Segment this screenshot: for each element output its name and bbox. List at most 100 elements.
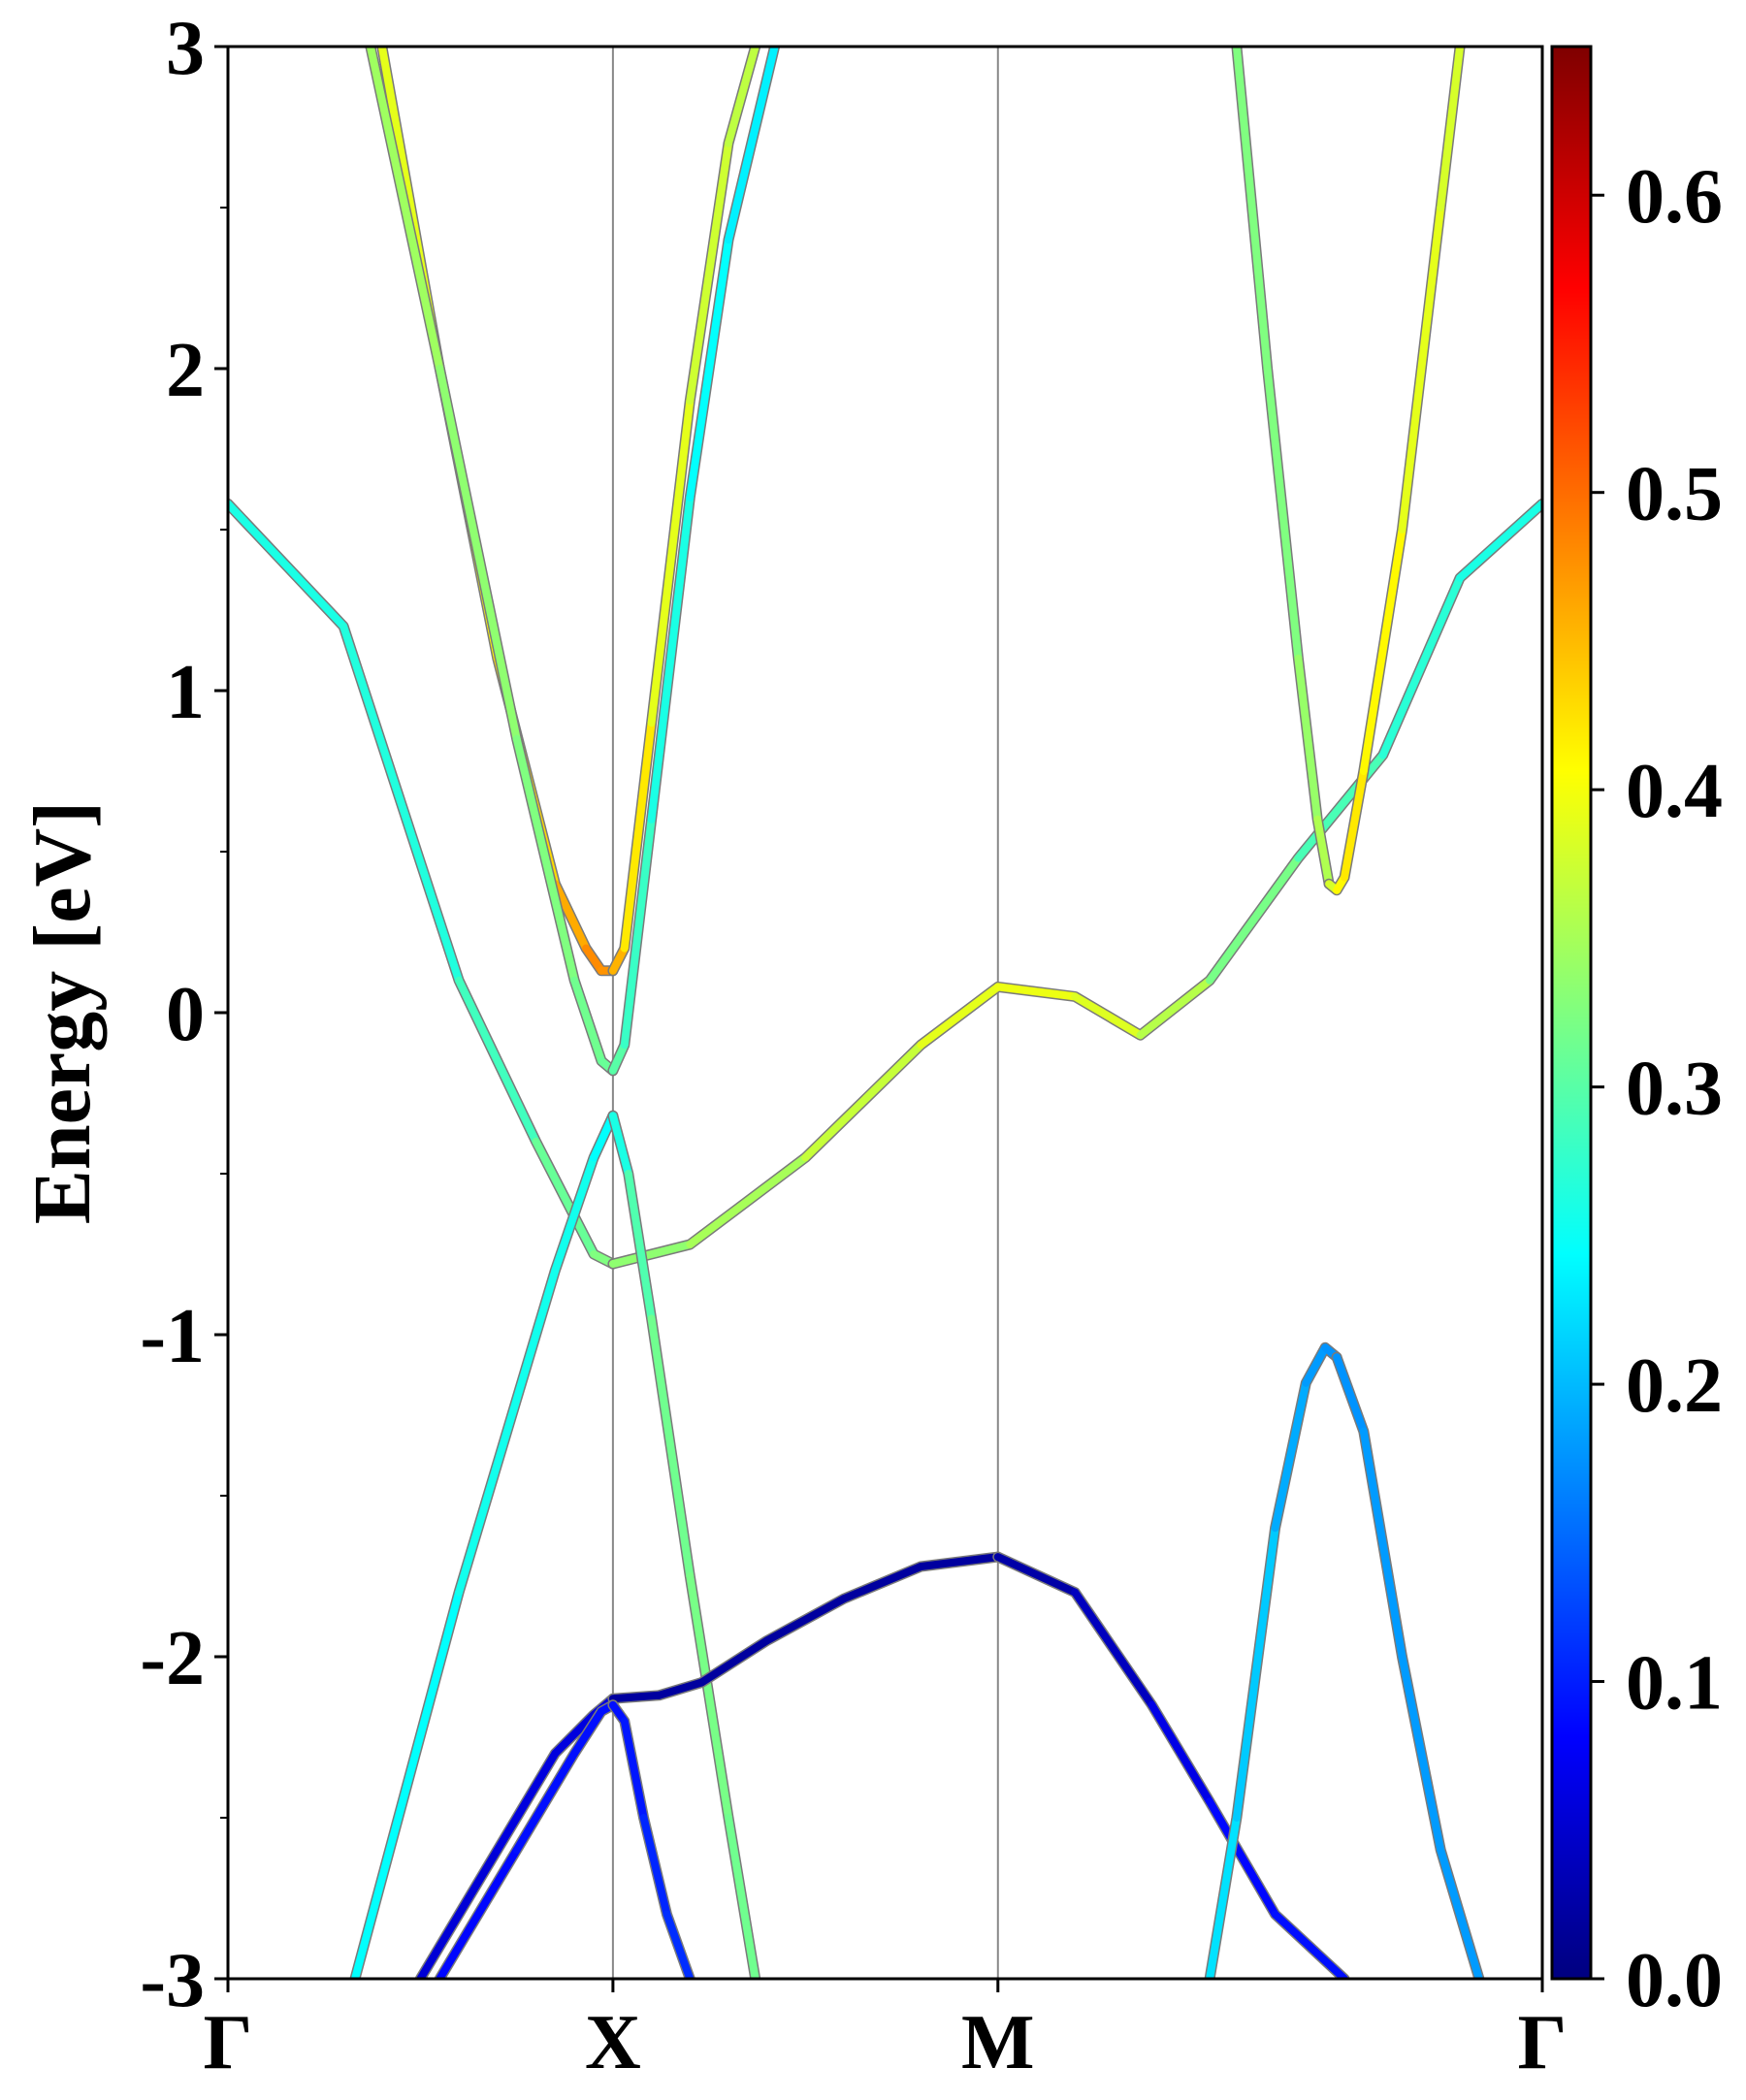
- x-tick-label-1: X: [585, 2000, 641, 2085]
- band-7-segment-2: [455, 1266, 560, 1597]
- colorbar-axis: 0.0 0.1 0.2 0.3 0.4 0.5 0.6: [1591, 154, 1723, 2023]
- band-7-segment-3: [551, 1153, 598, 1275]
- band-6-segment-3: [647, 493, 695, 824]
- colorbar-tick-label-6: 0.6: [1626, 154, 1723, 240]
- y-tick-label-4: -1: [140, 1294, 205, 1379]
- band-1-segment-1: [228, 500, 348, 630]
- band-14-segment-1: [1206, 1814, 1241, 1979]
- y-tick-label-1: 2: [166, 328, 205, 413]
- band-1: [228, 498, 619, 1270]
- band-15-segment-4: [1437, 1846, 1483, 1979]
- band-2-segment-11: [1456, 500, 1542, 582]
- band-9-segment-3: [551, 1710, 598, 1758]
- band-16-segment-3: [1294, 654, 1322, 824]
- band-13-segment-4: [663, 1910, 695, 1979]
- band-14-segment-2: [1232, 1524, 1279, 1822]
- k-point-separators: [611, 47, 999, 1979]
- band-6-segment-4: [686, 236, 732, 501]
- band-4: [607, 47, 761, 977]
- band-7-segment-1: [351, 1588, 464, 1979]
- colorbar: [1550, 45, 1593, 1981]
- band-3-segment-4: [551, 880, 591, 953]
- colorbar-tick-label-3: 0.3: [1626, 1047, 1723, 1132]
- band-2-segment-4: [917, 983, 1002, 1050]
- y-tick-label-5: -2: [140, 1616, 205, 1701]
- band-14-segment-3: [1271, 1378, 1310, 1533]
- band-12: [434, 1699, 619, 1979]
- band-8-segment-2: [624, 1170, 656, 1323]
- colorbar-tick-label-4: 0.4: [1626, 749, 1723, 834]
- x-tick-label-2: M: [961, 2000, 1035, 2085]
- colorbar-tick-label-5: 0.5: [1626, 452, 1723, 537]
- band-4-segment-5: [725, 47, 760, 147]
- colorbar-tick-label-2: 0.2: [1626, 1343, 1723, 1429]
- band-10-segment-5: [840, 1563, 925, 1603]
- band-6: [607, 47, 781, 1077]
- y-tick-label-0: 3: [166, 6, 205, 91]
- band-6-segment-5: [725, 47, 779, 244]
- band-5-segment-2: [436, 365, 521, 743]
- band-10-segment-3: [697, 1636, 771, 1687]
- plot-frame: [226, 45, 1544, 1981]
- colorbar-tick-label-1: 0.1: [1626, 1641, 1723, 1727]
- band-3-segment-5: [582, 944, 605, 975]
- band-15: [1331, 1351, 1485, 1979]
- band-17-outline: [1323, 47, 1466, 896]
- band-6-segment-1: [608, 1041, 629, 1075]
- band-2: [607, 498, 1542, 1270]
- y-tick-label-2: 1: [166, 650, 205, 735]
- band-17-segment-6: [1437, 47, 1465, 211]
- band-14-segment-4: [1302, 1343, 1330, 1387]
- y-tick-label-6: -3: [140, 1938, 205, 2023]
- band-17: [1323, 47, 1466, 896]
- band-2-segment-10: [1378, 573, 1465, 759]
- band-11-segment-4: [1206, 1797, 1279, 1919]
- band-7: [349, 1110, 619, 1979]
- band-17-segment-5: [1398, 204, 1445, 533]
- band-10-segment-1: [608, 1691, 663, 1703]
- band-13: [607, 1699, 695, 1979]
- band-13-segment-2: [620, 1717, 648, 1822]
- band-3-outline: [376, 47, 619, 977]
- band-5-segment-3: [512, 734, 579, 985]
- band-16: [1231, 47, 1335, 889]
- band-4-segment-3: [647, 397, 695, 727]
- band-12-segment-3: [570, 1707, 605, 1758]
- band-1-segment-2: [340, 622, 464, 985]
- band-10: [607, 1551, 1004, 1704]
- band-3: [376, 47, 619, 977]
- band-1-segment-4: [532, 1137, 598, 1258]
- band-2-segment-2: [686, 1153, 810, 1248]
- band-11-segment-1: [993, 1553, 1080, 1597]
- band-11-segment-3: [1148, 1700, 1214, 1806]
- band-2-segment-7: [1136, 976, 1214, 1040]
- band-9-segment-2: [493, 1749, 560, 1855]
- band-2-segment-5: [993, 983, 1080, 1001]
- band-10-outline: [607, 1551, 1004, 1704]
- band-2-segment-6: [1071, 992, 1145, 1040]
- band-4-segment-2: [620, 719, 656, 953]
- band-13-segment-3: [639, 1814, 671, 1919]
- band-6-segment-2: [620, 815, 656, 1050]
- band-5-segment-1: [366, 47, 444, 372]
- band-17-segment-4: [1359, 526, 1406, 775]
- band-11-segment-5: [1271, 1910, 1348, 1979]
- band-2-segment-3: [801, 1041, 925, 1162]
- band-15-segment-2: [1359, 1427, 1406, 1661]
- band-16-segment-1: [1232, 47, 1272, 372]
- band-10-segment-6: [917, 1553, 1002, 1570]
- x-tick-label-0: Γ: [204, 2000, 253, 2085]
- band-15-segment-3: [1398, 1653, 1445, 1855]
- band-8-segment-4: [686, 1572, 732, 1822]
- band-5: [365, 47, 619, 1077]
- x-tick-label-3: Γ: [1518, 2000, 1568, 2085]
- band-10-segment-4: [762, 1595, 848, 1645]
- band-2-segment-8: [1206, 854, 1303, 985]
- band-9-segment-1: [416, 1846, 501, 1979]
- band-2-segment-1: [608, 1241, 695, 1268]
- band-4-segment-4: [686, 139, 732, 405]
- colorbar-tick-label-0: 0.0: [1626, 1938, 1723, 2023]
